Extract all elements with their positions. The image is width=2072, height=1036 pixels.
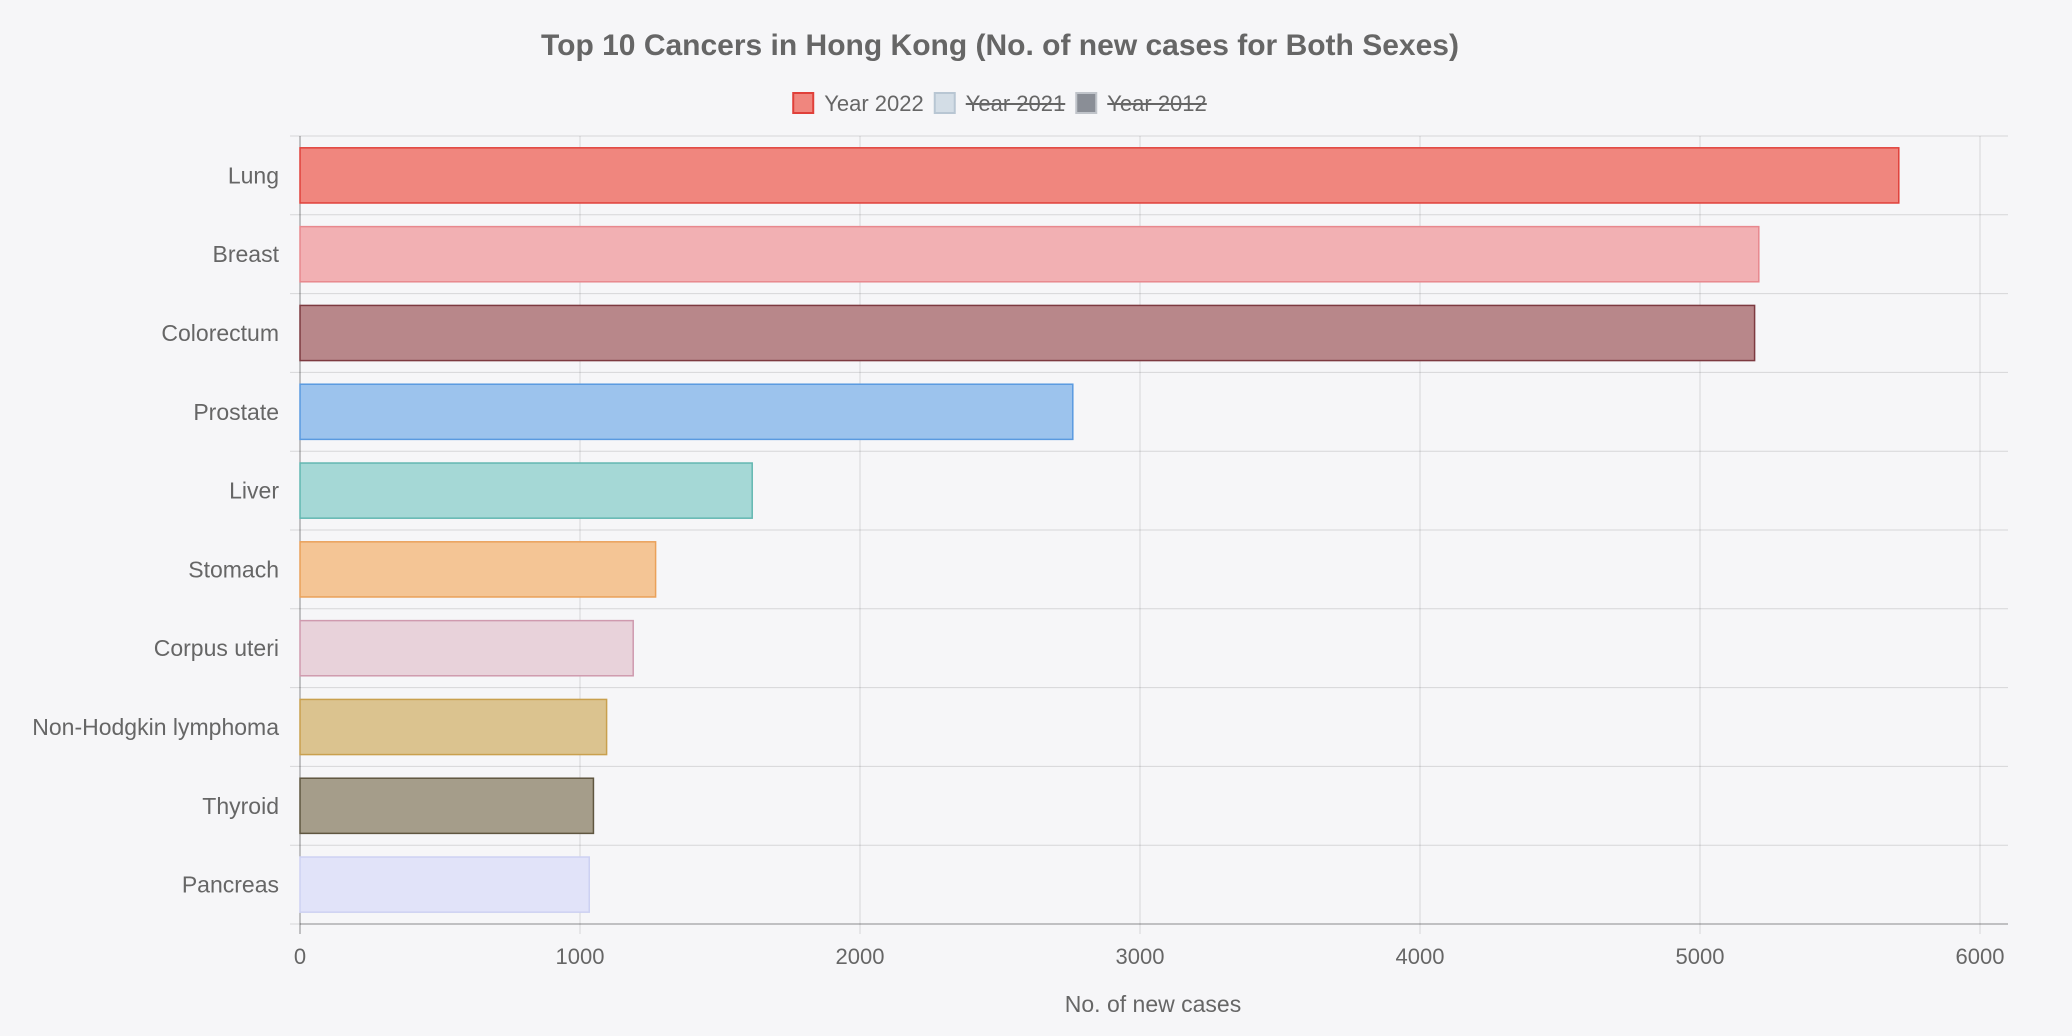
category-label: Stomach — [188, 556, 279, 582]
category-label: Thyroid — [202, 793, 279, 819]
category-label: Lung — [228, 162, 279, 188]
category-label: Prostate — [193, 399, 279, 425]
x-tick-label: 1000 — [556, 944, 605, 969]
x-tick-labels: 0 1000 2000 3000 4000 5000 6000 — [294, 944, 2005, 969]
x-tick-label: 0 — [294, 944, 306, 969]
bar-pancreas[interactable] — [299, 856, 590, 913]
category-label: Non-Hodgkin lymphoma — [32, 714, 279, 740]
category-label: Liver — [229, 478, 279, 504]
legend[interactable]: Year 2022 Year 2021 Year 2012 — [792, 91, 1207, 116]
legend-swatch — [1075, 92, 1098, 114]
bar-corpus-uteri[interactable] — [299, 619, 634, 677]
x-axis-title: No. of new cases — [1065, 991, 1241, 1017]
legend-swatch — [792, 92, 815, 114]
x-tick-label: 2000 — [836, 944, 885, 969]
legend-item-year-2012[interactable]: Year 2012 — [1075, 91, 1207, 116]
bar-thyroid[interactable] — [299, 777, 595, 835]
bar-stomach[interactable] — [299, 541, 657, 598]
bar-non-hodgkin-lymphoma[interactable] — [299, 698, 608, 756]
legend-item-year-2021[interactable]: Year 2021 — [933, 91, 1066, 116]
category-label: Colorectum — [161, 320, 279, 346]
bar-prostate[interactable] — [299, 383, 1074, 441]
category-label: Breast — [213, 241, 280, 267]
category-labels: Lung Breast Colorectum Prostate Liver Stomach… — [32, 162, 279, 897]
bar-liver[interactable] — [299, 462, 753, 519]
bar-colorectum[interactable] — [299, 304, 1756, 362]
category-label: Pancreas — [182, 872, 279, 898]
category-label: Corpus uteri — [154, 635, 279, 661]
legend-item-year-2022[interactable]: Year 2022 — [792, 91, 924, 116]
x-tick-label: 6000 — [1956, 944, 2005, 969]
bar-lung[interactable] — [299, 147, 1900, 204]
bars — [299, 147, 1900, 913]
x-tick-label: 5000 — [1676, 944, 1725, 969]
x-tick-label: 3000 — [1116, 944, 1165, 969]
legend-swatch — [933, 92, 956, 114]
x-tick-label: 4000 — [1396, 944, 1445, 969]
legend-label: Year 2022 — [824, 91, 924, 116]
bar-breast[interactable] — [299, 225, 1760, 283]
chart-title: Top 10 Cancers in Hong Kong (No. of new … — [541, 29, 1459, 62]
